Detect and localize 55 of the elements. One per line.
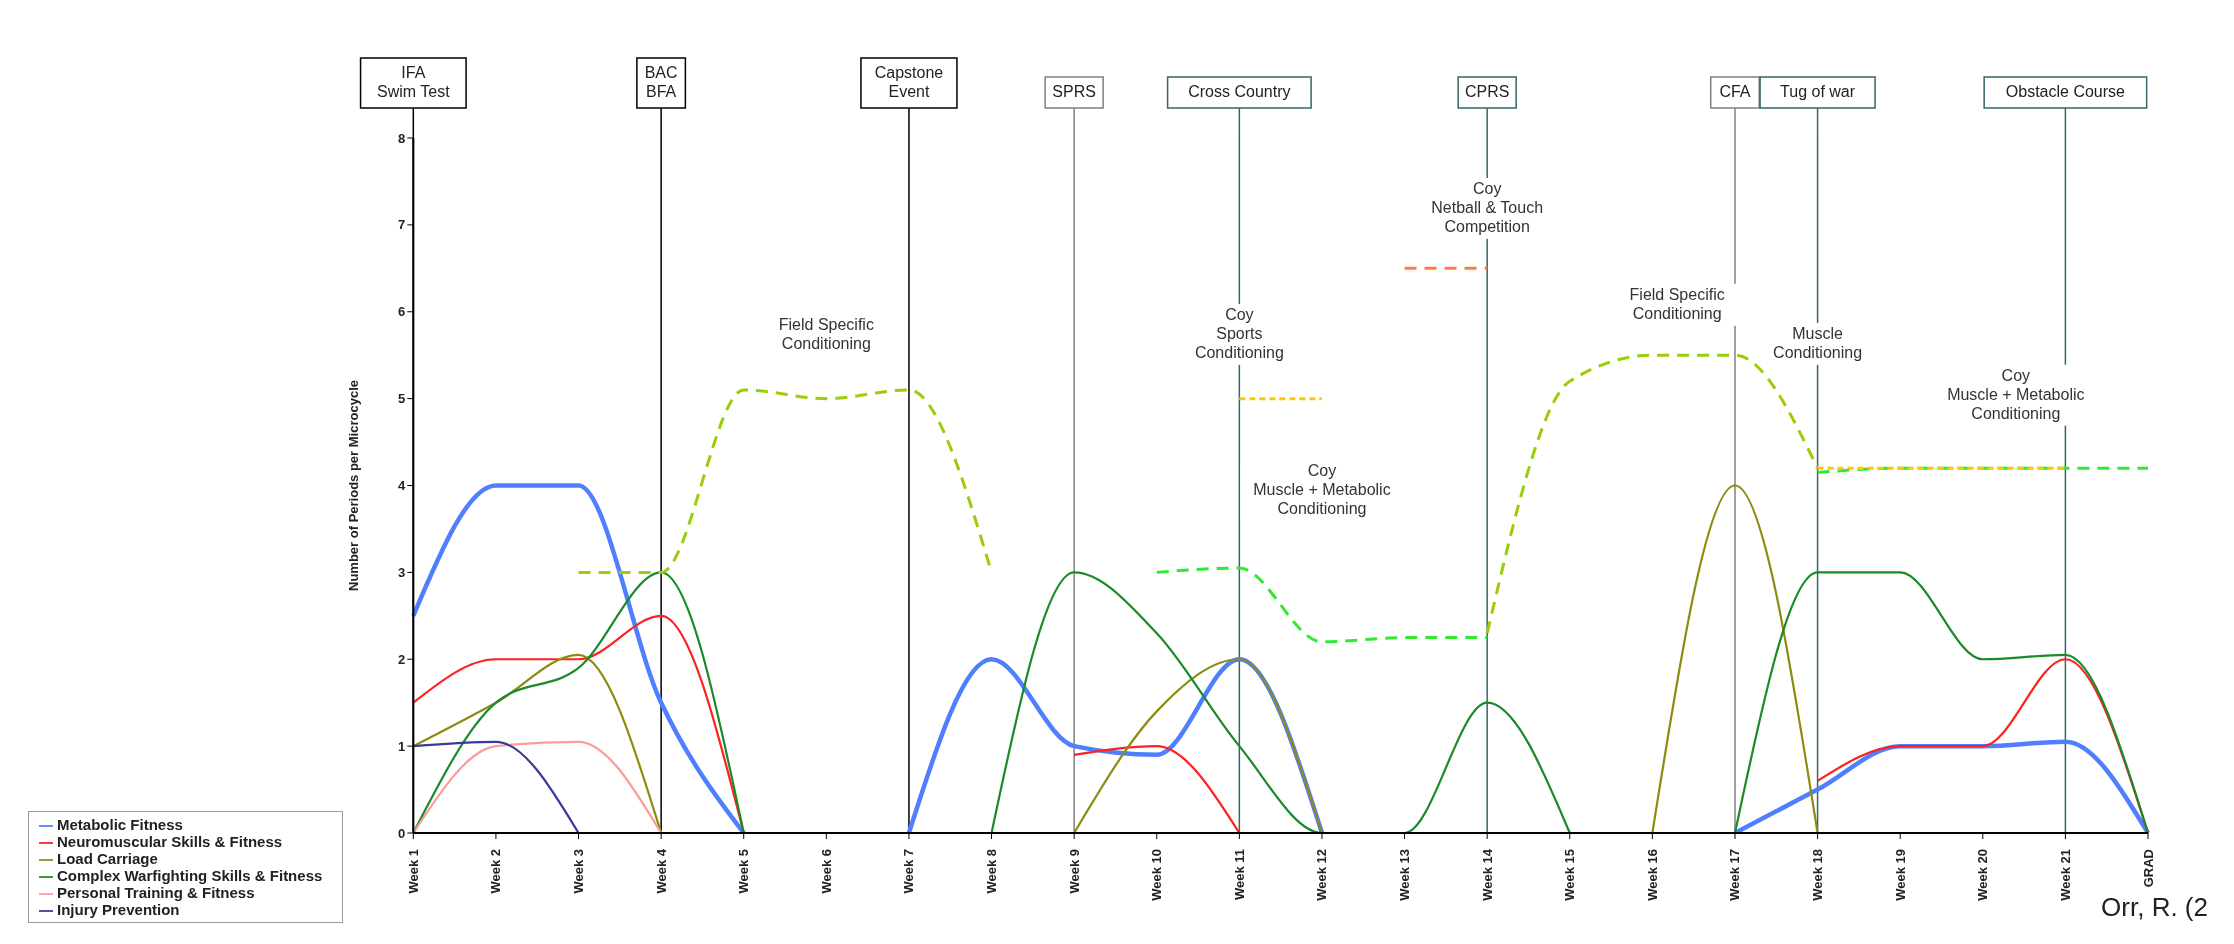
x-tick-label: Week 3 [571,849,587,894]
x-tick-label: Week 17 [1727,849,1743,901]
annotation: Coy Netball & Touch Competition [1431,179,1544,235]
legend-label: Personal Training & Fitness [57,883,255,901]
annotation: Coy Muscle + Metabolic Conditioning [1947,366,2085,422]
ref-line-label: CPRS [1464,83,1510,100]
legend-label: Load Carriage [57,849,158,867]
x-tick-label: Week 10 [1149,849,1165,901]
x-tick-label: Week 20 [1975,849,1991,901]
legend-label: Complex Warfighting Skills & Fitness [57,866,323,884]
ref-line-label: IFA Swim Test [377,64,451,100]
x-tick-label: Week 11 [1231,849,1247,901]
x-tick-label: Week 4 [653,848,669,894]
x-tick-label: Week 7 [901,849,917,894]
x-tick-label: Week 1 [405,849,421,894]
legend-label: Metabolic Fitness [57,815,183,833]
y-tick-label: 2 [398,651,406,667]
x-tick-label: Week 12 [1314,849,1330,901]
x-tick-label: Week 9 [1066,849,1082,894]
legend-label: Neuromuscular Skills & Fitness [57,832,283,850]
x-tick-label: Week 6 [818,849,834,894]
x-tick-label: Week 18 [1810,849,1826,901]
ref-line-label: BAC BFA [644,64,678,100]
annotation: Field Specific Conditioning [1629,285,1725,322]
y-tick-label: 5 [398,391,406,407]
y-axis-title: Number of Periods per Microcycle [345,380,361,591]
x-tick-label: Week 5 [736,849,752,894]
text: Orr, R. (2 [2101,892,2208,923]
annotation: Coy Sports Conditioning [1194,305,1284,361]
x-tick-label: Week 21 [2057,849,2073,901]
ref-line-label: CFA [1719,83,1751,100]
y-tick-label: 7 [398,217,406,233]
y-tick-label: 4 [398,478,407,494]
y-tick-label: 8 [398,130,406,146]
annotation: Muscle Conditioning [1773,324,1863,361]
ref-line-label: Obstacle Course [2005,83,2126,100]
x-tick-label: Week 13 [1397,849,1413,901]
x-tick-label: Week 8 [984,849,1000,894]
y-tick-label: 3 [398,564,406,580]
x-tick-label: Week 19 [1892,849,1908,901]
ref-line-label: Cross Country [1188,83,1291,100]
x-tick-label: Week 15 [1562,849,1578,901]
ref-line-label: Capstone Event [874,64,944,100]
annotation: Field Specific Conditioning [778,316,874,353]
x-tick-label: Week 14 [1479,848,1495,901]
y-tick-label: 6 [398,304,406,320]
y-tick-label: 1 [398,738,406,754]
ref-line-label: SPRS [1052,83,1096,100]
x-tick-label: Week 16 [1644,849,1660,901]
legend-label: Injury Prevention [57,900,180,918]
x-tick-label: GRAD [2140,849,2156,888]
annotation: Coy Muscle + Metabolic Conditioning [1253,462,1391,518]
x-tick-label: Week 2 [488,849,504,894]
y-tick-label: 0 [398,825,406,841]
ref-line-label: Tug of war [1780,83,1856,100]
